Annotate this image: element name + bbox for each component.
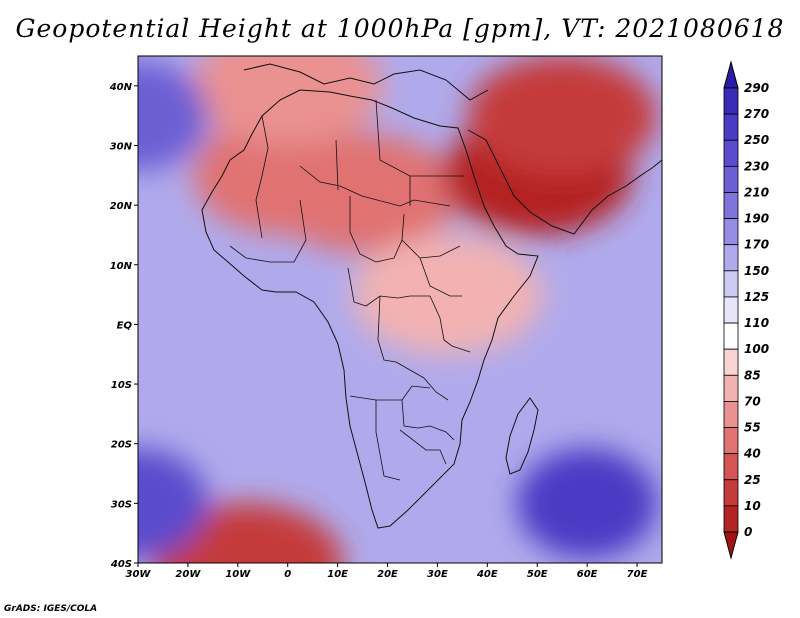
lon-tick-label: 30W [126,569,152,580]
colorbar-swatch [723,479,739,507]
colorbar-swatch [723,322,739,350]
colorbar-label: 250 [744,133,769,147]
colorbar: 2902702502302101901701501251101008570554… [723,60,769,560]
lon-tick-label: 20E [377,569,398,580]
country-borders [229,99,471,481]
colorbar-label: 100 [744,342,769,356]
madagascar-coastline [505,397,539,475]
colorbar-swatch [723,296,739,324]
colorbar-label: 85 [744,368,761,382]
colorbar-swatch [723,192,739,219]
lat-tick-label: 30S [111,499,132,510]
colorbar-swatch [723,348,739,376]
field-azores-high [138,60,208,171]
lon-tick-label: 10W [225,569,251,580]
colorbar-label: 270 [744,107,769,121]
colorbar-swatch [723,139,739,167]
colorbar-swatch [723,453,739,481]
lon-tick-label: 60E [577,569,598,580]
colorbar-label: 290 [744,81,769,95]
lon-tick-label: 10E [327,569,348,580]
field-mideast-low [467,56,658,176]
map-frame [137,55,663,564]
colorbar-swatch [723,244,739,272]
colorbar-arrow-bottom [723,531,739,560]
longitude-axis: 30W 20W 10W 0 10E 20E 30E 40E 50E 60E 70E [126,563,648,580]
arabian-peninsula-coastline [467,129,662,235]
map-title: Geopotential Height at 1000hPa [gpm], VT… [15,14,785,43]
colorbar-label: 150 [744,264,769,278]
lat-tick-label: 20N [110,201,133,212]
colorbar-label: 0 [744,525,752,539]
lon-tick-label: 20W [175,569,201,580]
mediterranean-north-coast [243,63,489,101]
colorbar-swatch [723,218,739,246]
lat-tick-label: 20S [111,440,132,451]
colorbar-arrow-top [723,60,739,89]
lat-tick-label: 40N [109,82,133,93]
field-blobs [138,56,658,563]
coastlines-and-borders [201,63,662,529]
colorbar-swatch [723,401,739,428]
colorbar-swatch [723,165,739,193]
colorbar-swatch [723,427,739,455]
lon-tick-label: 40E [476,569,498,580]
colorbar-swatch [723,87,739,115]
colorbar-label: 25 [744,473,761,487]
field-west-med-low [192,56,383,146]
colorbar-label: 110 [744,316,769,330]
colorbar-swatch [723,374,739,402]
lon-tick-label: 30E [427,569,448,580]
colorbar-label: 40 [743,447,761,461]
colorbar-label: 70 [744,394,761,408]
field-mascarene-high [517,448,658,559]
field-sahara-low [192,115,383,236]
lat-tick-label: EQ [117,320,133,331]
lon-tick-label: 0 [284,569,291,580]
colorbar-label: 55 [744,421,761,435]
lat-tick-label: 10S [111,380,132,391]
colorbar-label: 230 [744,159,769,173]
field-st-helena-high [138,448,208,559]
colorbar-swatch [723,113,739,141]
colorbar-label: 10 [744,499,761,513]
lat-tick-label: 30N [110,141,133,152]
lat-tick-label: 40S [110,559,132,570]
africa-coastline [201,89,539,529]
colorbar-swatch [723,270,739,298]
colorbar-label: 125 [744,290,769,304]
colorbar-label: 190 [744,212,769,226]
lon-tick-label: 50E [527,569,548,580]
grads-credit: GrADS: IGES/COLA [4,604,98,614]
colorbar-label: 210 [744,185,769,199]
colorbar-label: 170 [744,238,769,252]
colorbar-swatch [723,505,739,533]
lat-tick-label: 10N [110,261,133,272]
lon-tick-label: 70E [627,569,648,580]
latitude-axis: 40N 30N 20N 10N EQ 10S 20S 30S 40S [109,82,138,570]
height-field-shading [138,56,662,563]
